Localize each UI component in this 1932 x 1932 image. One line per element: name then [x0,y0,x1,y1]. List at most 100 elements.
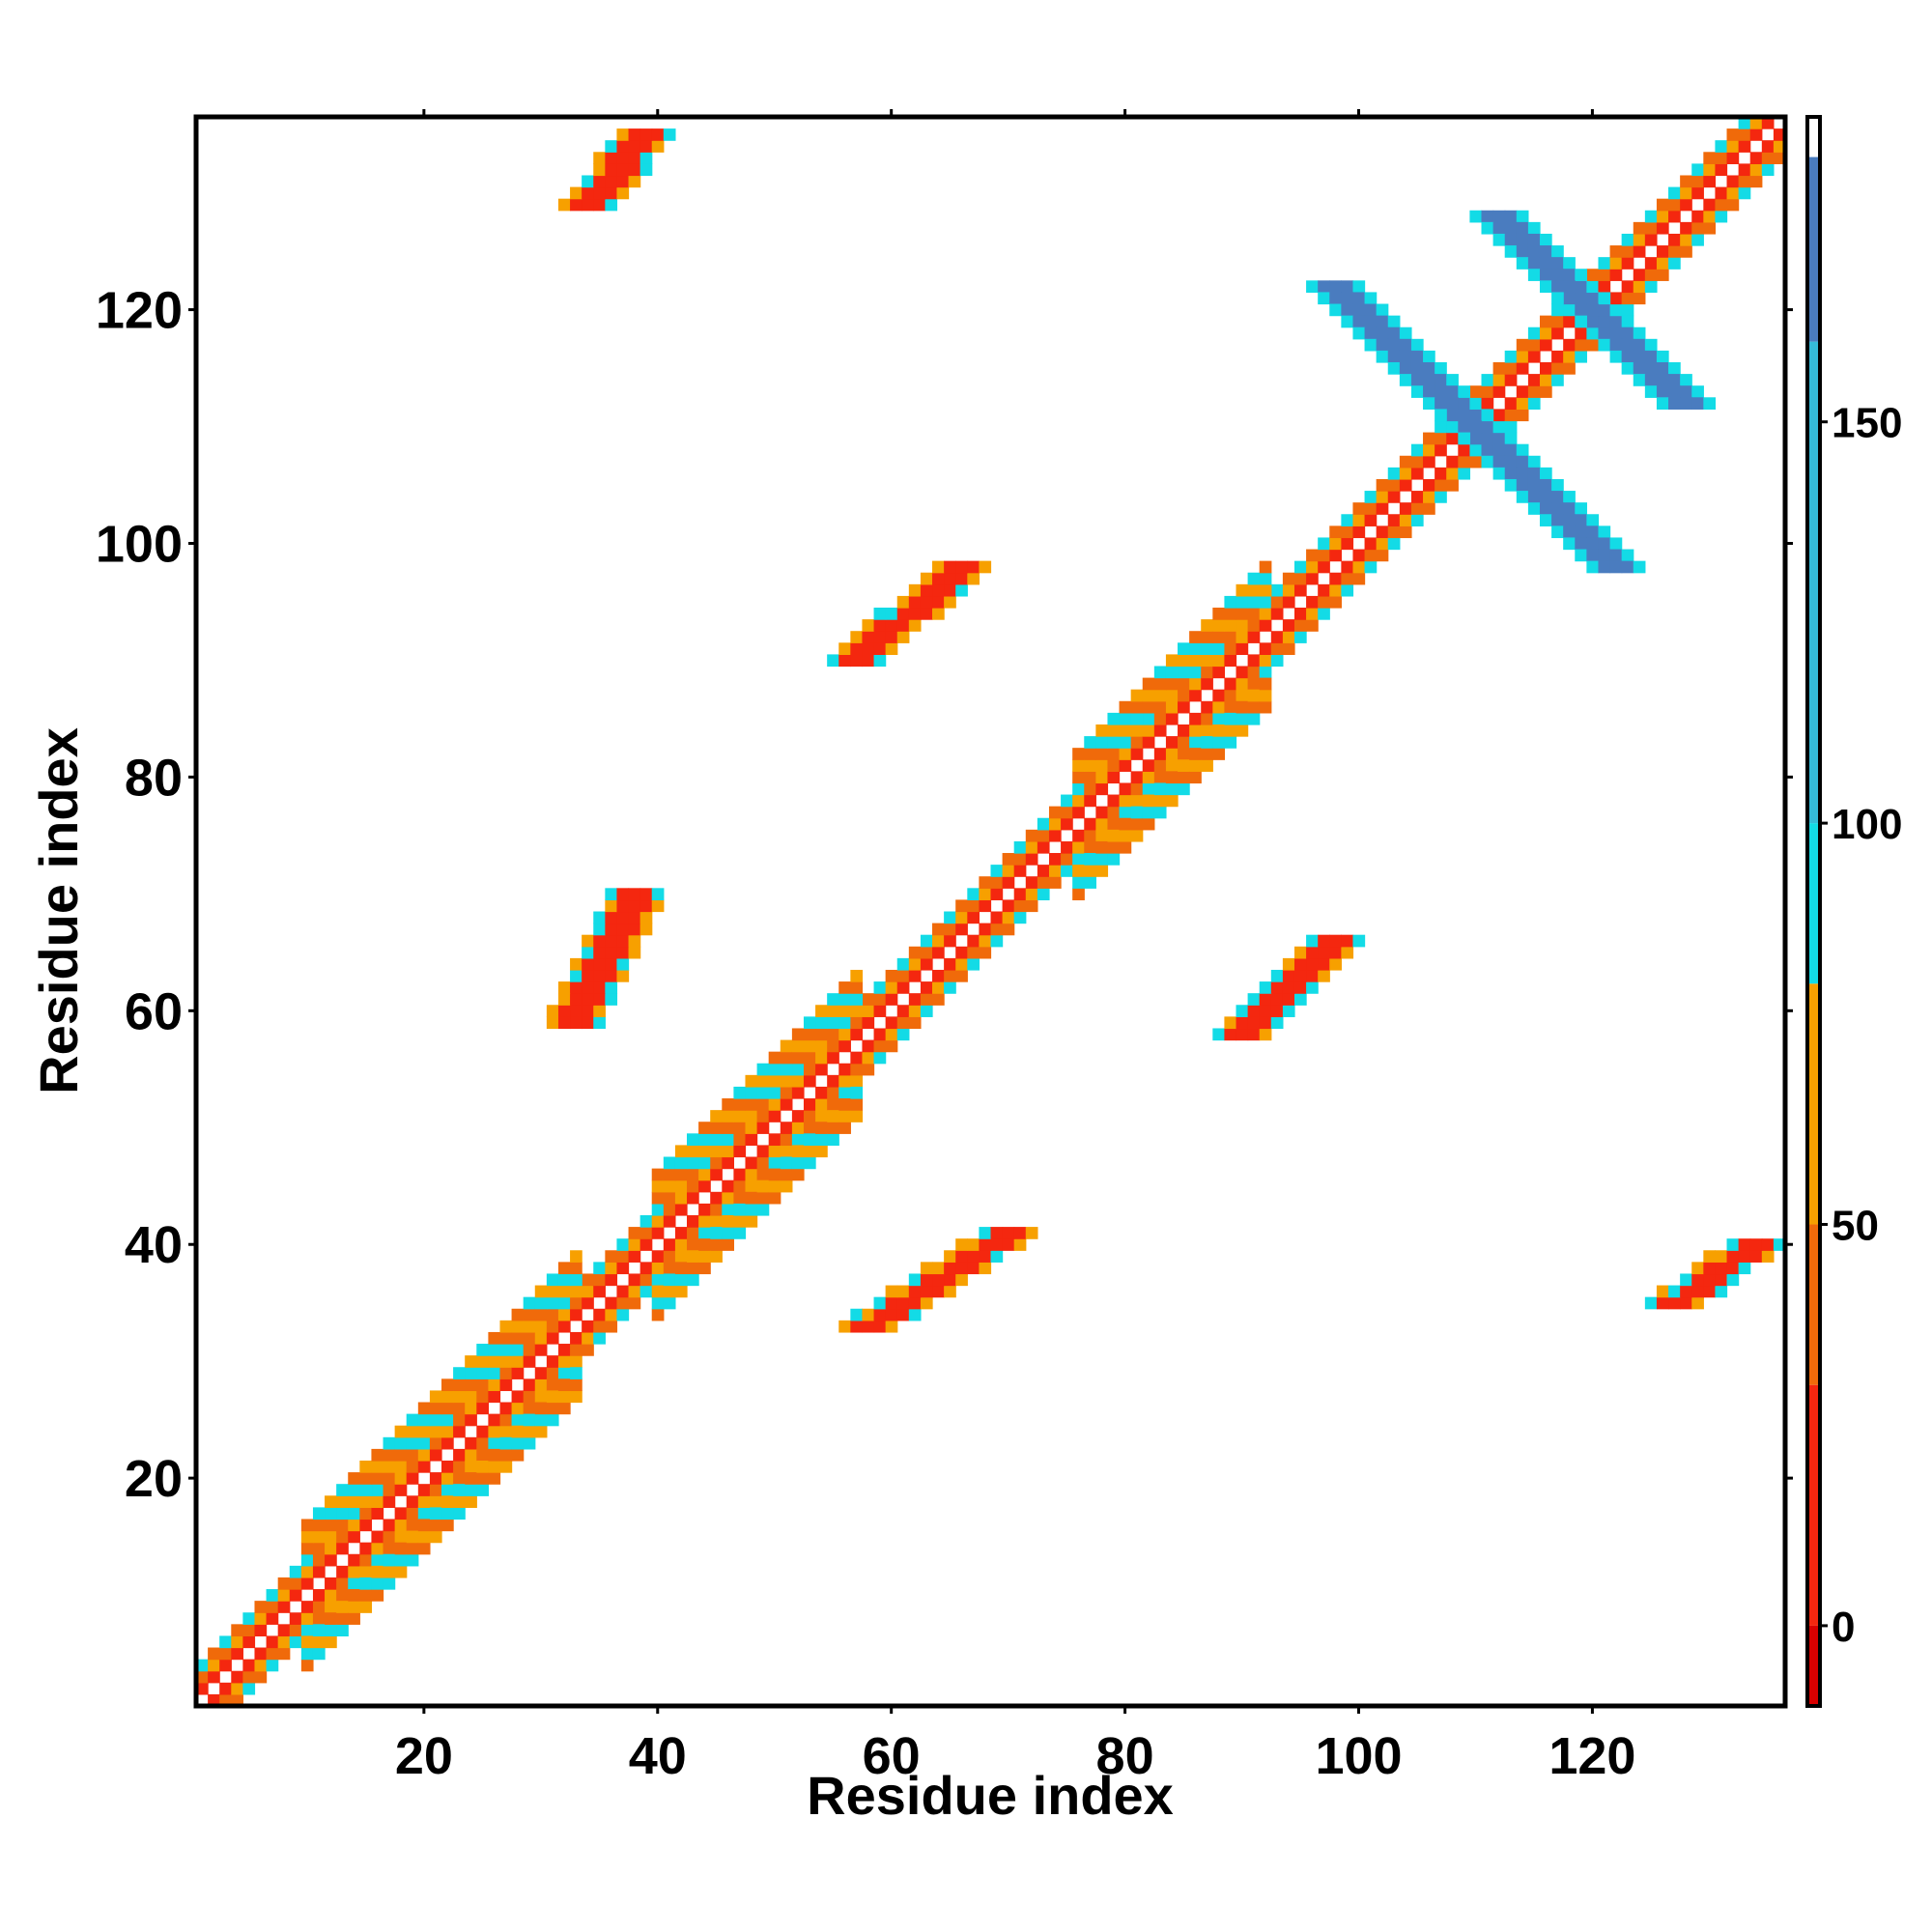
heatmap-cell [1621,257,1634,270]
heatmap-cell [1165,771,1179,784]
heatmap-cell [429,1436,442,1450]
heatmap-cell [336,1530,349,1544]
heatmap-cell [1037,888,1050,901]
heatmap-cell [1423,350,1435,363]
heatmap-cell [1551,350,1564,363]
heatmap-cell [1680,1273,1692,1287]
heatmap-cell [1025,888,1038,901]
heatmap-cell [850,1308,864,1321]
heatmap-cell [979,1238,992,1251]
heatmap-cell [674,1156,688,1170]
heatmap-cell [453,1367,466,1379]
heatmap-cell [663,1262,676,1275]
heatmap-cell [1609,338,1623,352]
heatmap-cell [756,1122,770,1134]
heatmap-cell [674,1238,688,1251]
heatmap-cell [1002,1227,1015,1239]
heatmap-cell [1410,502,1424,515]
heatmap-cell [850,654,864,668]
heatmap-cell [441,1507,454,1520]
heatmap-cell [557,1344,571,1356]
heatmap-cell [850,1098,864,1111]
heatmap-cell [674,1227,688,1239]
heatmap-cell [1212,619,1226,632]
heatmap-cell [1598,537,1611,551]
heatmap-cell [1072,759,1085,772]
heatmap-cell [710,1250,723,1263]
heatmap-cell [885,619,898,632]
heatmap-cell [1084,759,1096,772]
heatmap-cell [453,1390,466,1404]
heatmap-cell [1130,771,1144,784]
heatmap-cell [312,1647,326,1661]
heatmap-cell [1247,1016,1261,1030]
heatmap-cell [523,1320,536,1333]
heatmap-cell [534,1367,548,1379]
heatmap-cell [476,1448,489,1462]
heatmap-cell [570,993,582,1006]
heatmap-cell [944,1273,956,1287]
heatmap-cell [1621,362,1634,375]
heatmap-cell [862,1039,875,1053]
heatmap-cell [955,911,968,924]
heatmap-cell [733,1098,747,1111]
heatmap-cell [885,608,898,620]
heatmap-cell [406,1519,419,1532]
heatmap-cell [1680,385,1692,398]
heatmap-cell [1212,712,1226,725]
heatmap-cell [1773,152,1786,164]
heatmap-cell [1435,362,1447,375]
heatmap-cell [1165,759,1179,772]
heatmap-cell [1598,257,1611,270]
heatmap-cell [277,1647,291,1661]
heatmap-cell [593,957,606,971]
heatmap-cell [1236,1016,1249,1030]
heatmap-cell [616,946,630,959]
heatmap-cell [1189,712,1202,725]
heatmap-cell [406,1530,419,1544]
heatmap-cell [1575,327,1587,340]
heatmap-cell [1293,957,1307,971]
heatmap-cell [266,1647,279,1661]
heatmap-cell [1270,993,1284,1006]
heatmap-cell [687,1227,699,1239]
heatmap-cell [534,1320,548,1333]
heatmap-cell [803,1074,816,1088]
heatmap-cell [639,1227,653,1239]
heatmap-cell [1435,491,1447,503]
heatmap-cell [756,1168,770,1181]
heatmap-cell [1165,666,1179,679]
heatmap-cell [605,152,618,164]
heatmap-cell [663,1238,676,1251]
heatmap-cell [616,152,630,164]
heatmap-cell [242,1624,256,1637]
heatmap-cell [885,1285,898,1298]
heatmap-cell [698,1133,711,1147]
heatmap-cell [1469,210,1483,223]
heatmap-cell [1247,666,1261,679]
heatmap-cell [1364,303,1378,317]
heatmap-cell [862,993,875,1006]
heatmap-cell [698,1168,711,1181]
heatmap-cell [1224,654,1237,668]
heatmap-cell [557,993,571,1006]
heatmap-cell [944,583,956,597]
heatmap-cell [1726,1250,1740,1263]
heatmap-cell [1165,700,1179,714]
heatmap-cell [698,1122,711,1134]
heatmap-cell [1178,782,1190,796]
heatmap-cell [1446,420,1459,434]
heatmap-cell [557,1273,571,1287]
heatmap-cell [628,1285,641,1298]
heatmap-cell [628,1250,641,1263]
heatmap-cell [1212,736,1226,749]
heatmap-cell [990,888,1004,901]
heatmap-cell [850,1063,864,1076]
heatmap-cell [1586,292,1600,305]
heatmap-cell [1435,467,1447,480]
heatmap-cell [453,1484,466,1496]
heatmap-cell [1259,677,1272,691]
heatmap-cell [1458,443,1471,457]
heatmap-cell [277,1635,291,1649]
heatmap-cell [499,1425,513,1438]
